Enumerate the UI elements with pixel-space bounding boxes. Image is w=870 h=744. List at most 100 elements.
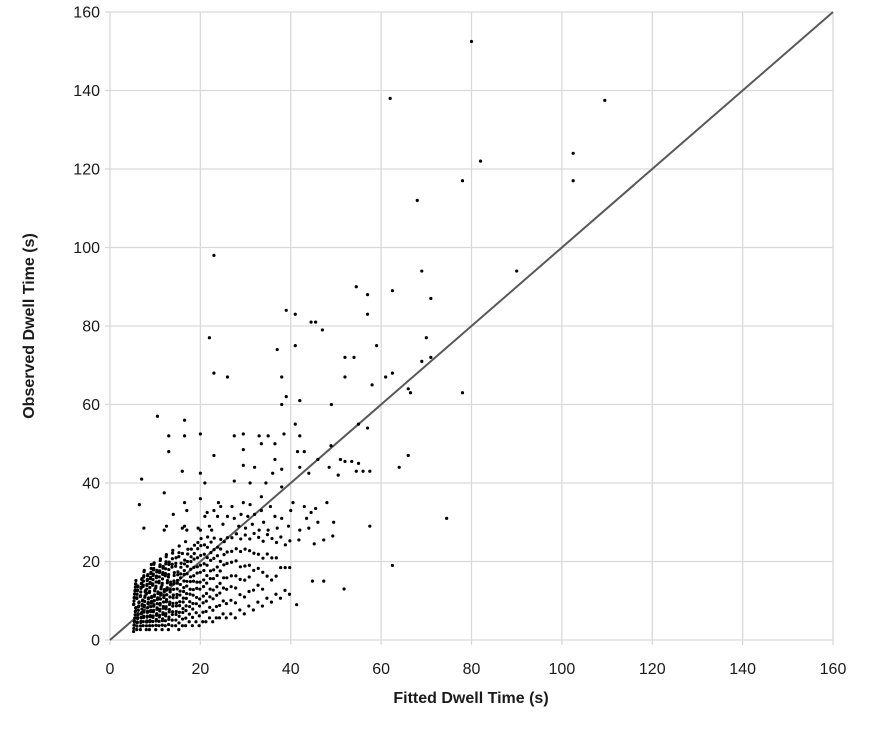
data-point [224,601,229,606]
data-point [420,359,424,363]
data-point [182,562,187,566]
data-point [241,448,245,452]
data-point [225,550,229,554]
data-point [266,528,270,532]
data-point [304,516,309,520]
data-point [167,602,172,607]
data-point [246,514,250,518]
data-point [238,565,242,569]
data-point [146,596,151,600]
data-point [297,538,301,542]
data-point [212,568,216,572]
data-point [174,612,178,617]
data-point [166,622,171,627]
data-point [247,575,251,579]
data-point [205,556,209,560]
data-point [302,504,306,509]
x-tick-label: 40 [282,661,300,678]
data-point [188,580,192,584]
data-point [218,559,223,563]
data-point [274,592,278,596]
data-point [221,599,225,603]
data-point [151,578,155,582]
data-point [361,469,365,473]
data-point [250,522,254,526]
data-point [356,422,361,426]
data-point [157,624,161,628]
data-point [241,432,245,436]
y-tick-label: 100 [73,240,100,257]
data-point [280,485,284,489]
data-point [445,516,449,520]
data-point [178,576,183,580]
data-point [136,612,140,616]
data-point [218,603,222,608]
data-point [270,536,274,541]
data-point [248,481,252,485]
data-point [280,402,284,407]
data-point [238,608,242,612]
data-point [167,562,171,567]
data-point [390,289,395,293]
data-point [164,612,168,616]
data-point [195,580,199,584]
data-point [218,591,222,595]
data-point [257,528,261,532]
data-point [265,596,269,600]
data-point [368,469,372,473]
data-point [390,563,395,568]
data-point [161,604,166,609]
data-point [133,616,137,620]
data-point [170,624,174,628]
data-point [199,553,203,558]
data-point [208,605,212,609]
data-point [152,598,156,603]
data-point [188,600,192,604]
data-point [182,418,187,422]
data-point [314,506,318,511]
data-point [222,576,226,580]
data-point [145,587,149,591]
data-point [429,296,433,301]
data-point [343,355,347,359]
data-point [148,589,152,593]
data-point [207,336,212,340]
data-point [298,465,302,469]
data-point [275,347,279,352]
x-axis-title: Fitted Dwell Time (s) [393,690,549,707]
data-point [142,526,146,530]
data-point [159,591,163,595]
data-point [239,537,243,541]
data-point [164,560,168,564]
data-point [247,563,252,567]
data-point [215,514,220,518]
data-point [171,596,175,600]
data-point [204,609,208,614]
data-point [188,592,192,596]
data-point [571,151,575,155]
data-point [136,608,140,612]
data-point [167,450,171,454]
data-point [284,308,288,312]
data-point [293,422,297,426]
data-point [184,609,188,613]
data-point [158,607,162,611]
data-point [163,619,168,623]
data-point [162,528,166,532]
data-point [257,434,261,438]
data-point [164,598,169,602]
y-tick-label: 60 [82,397,100,414]
data-point [187,620,191,624]
data-point [230,536,234,540]
data-point [150,624,155,628]
data-point [149,604,153,609]
data-point [141,620,145,624]
data-point [171,604,175,608]
data-point [132,623,136,627]
data-point [370,383,374,387]
data-point [206,535,210,539]
data-point [134,606,138,610]
data-point [274,574,278,578]
data-point [149,608,153,613]
